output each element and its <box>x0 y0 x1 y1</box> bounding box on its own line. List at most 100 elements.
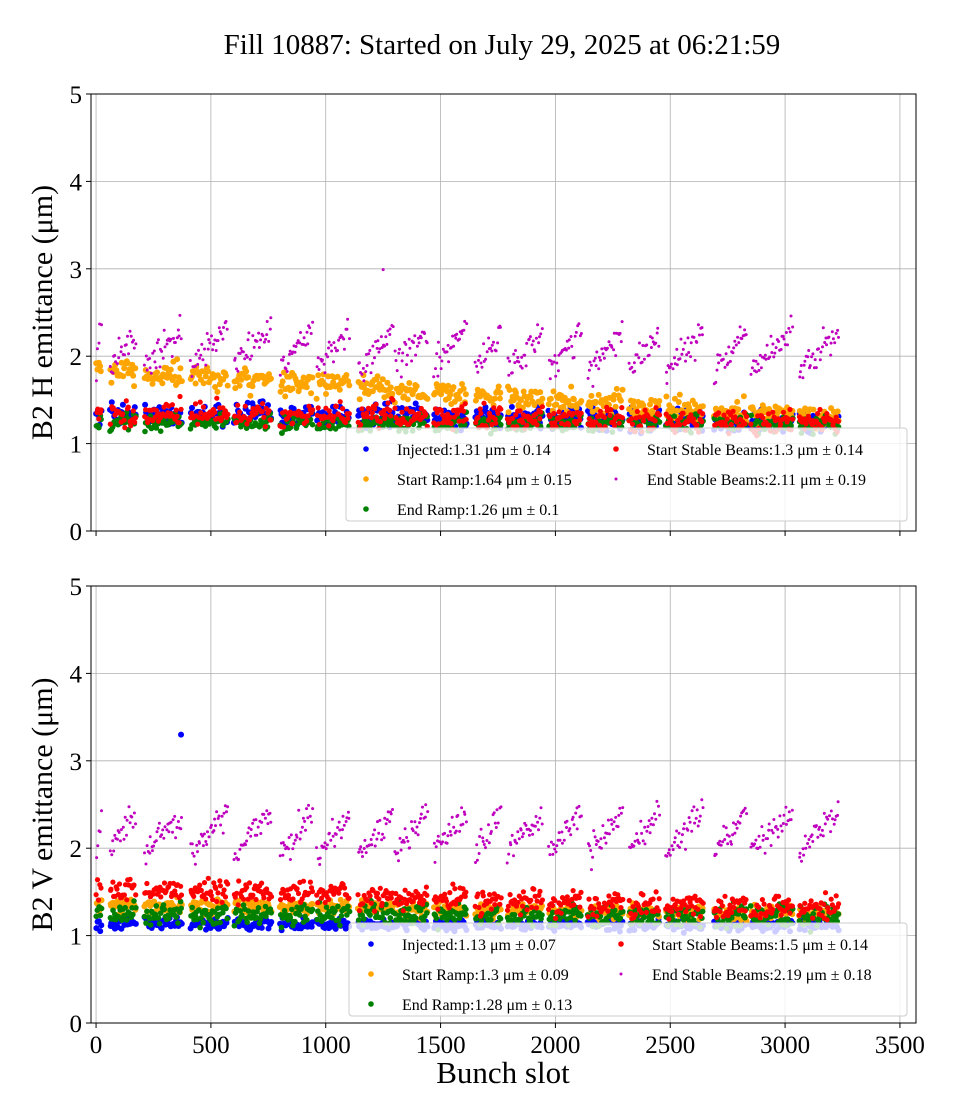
data-point <box>674 906 680 912</box>
data-point <box>235 902 241 908</box>
data-point <box>442 891 448 897</box>
data-point <box>342 885 348 891</box>
data-point <box>294 886 300 892</box>
data-point <box>367 912 373 918</box>
data-point <box>435 352 439 356</box>
data-point <box>324 352 328 356</box>
data-point <box>115 362 119 366</box>
data-point <box>374 890 381 897</box>
data-point <box>498 895 504 901</box>
data-point <box>379 900 385 907</box>
data-point <box>307 879 313 885</box>
data-point <box>313 395 320 402</box>
data-point <box>231 923 238 929</box>
data-point <box>369 371 373 375</box>
data-point <box>372 406 378 412</box>
data-point <box>456 418 462 424</box>
legend-box <box>345 427 908 522</box>
data-point <box>641 914 647 921</box>
data-point <box>629 421 636 427</box>
data-point <box>330 349 334 353</box>
data-point <box>197 924 203 931</box>
data-point <box>129 334 133 338</box>
data-point <box>537 341 541 345</box>
data-point <box>570 888 576 894</box>
data-point <box>130 408 136 414</box>
data-point <box>233 419 240 425</box>
data-point <box>128 423 134 429</box>
data-point <box>451 334 455 338</box>
series-3 <box>94 393 842 439</box>
data-point <box>656 896 662 902</box>
data-point <box>177 393 183 400</box>
data-point <box>132 419 138 425</box>
data-point <box>493 420 499 426</box>
data-point <box>520 388 527 395</box>
data-point <box>553 354 557 357</box>
x-tick-label: 3500 <box>875 1032 925 1059</box>
data-point <box>132 346 136 350</box>
data-point <box>214 388 221 395</box>
data-point <box>113 354 117 357</box>
data-point <box>540 327 544 331</box>
data-point <box>150 891 156 897</box>
data-point <box>424 910 430 916</box>
data-point <box>619 386 626 393</box>
data-point <box>835 911 842 917</box>
data-point <box>513 412 519 418</box>
data-point <box>716 410 722 416</box>
data-point <box>97 341 101 345</box>
data-point <box>245 908 252 914</box>
y-tick-label: 4 <box>70 661 83 688</box>
data-point <box>537 888 543 895</box>
data-point <box>100 323 103 327</box>
data-point <box>757 368 761 372</box>
data-point <box>689 903 695 909</box>
data-point <box>257 346 261 349</box>
data-point <box>619 415 626 421</box>
data-point <box>727 345 731 349</box>
data-point <box>121 892 127 898</box>
data-point <box>735 406 742 413</box>
data-point <box>397 351 401 355</box>
data-point <box>651 340 655 344</box>
data-point <box>759 897 766 903</box>
data-point <box>384 335 388 339</box>
data-point <box>765 343 769 347</box>
data-point <box>262 903 269 910</box>
data-point <box>94 877 101 883</box>
data-point <box>635 353 639 357</box>
data-point <box>393 349 397 353</box>
data-point <box>605 346 609 350</box>
data-point <box>763 913 769 919</box>
data-point <box>620 320 624 324</box>
data-point <box>188 359 192 362</box>
data-point <box>671 413 678 420</box>
data-point <box>392 405 398 411</box>
data-point <box>480 365 484 369</box>
data-point <box>547 413 553 420</box>
data-point <box>505 409 512 416</box>
data-point <box>221 337 225 341</box>
data-point <box>488 906 494 912</box>
data-point <box>200 342 204 346</box>
data-point <box>516 356 520 359</box>
data-point <box>510 371 514 375</box>
data-point <box>613 385 620 392</box>
data-point <box>496 341 500 345</box>
data-point <box>326 423 332 429</box>
data-point <box>618 905 624 911</box>
data-point <box>549 359 553 363</box>
data-point <box>513 389 519 396</box>
data-point <box>334 373 341 380</box>
legend-label: End Stable Beams:2.11 μm ± 0.19 <box>647 472 866 489</box>
data-point <box>278 373 282 377</box>
data-point <box>315 365 319 369</box>
data-point <box>278 924 285 931</box>
data-point <box>162 328 166 332</box>
data-point <box>791 325 795 329</box>
data-point <box>462 391 469 398</box>
data-point <box>225 411 231 417</box>
data-point <box>517 912 524 918</box>
